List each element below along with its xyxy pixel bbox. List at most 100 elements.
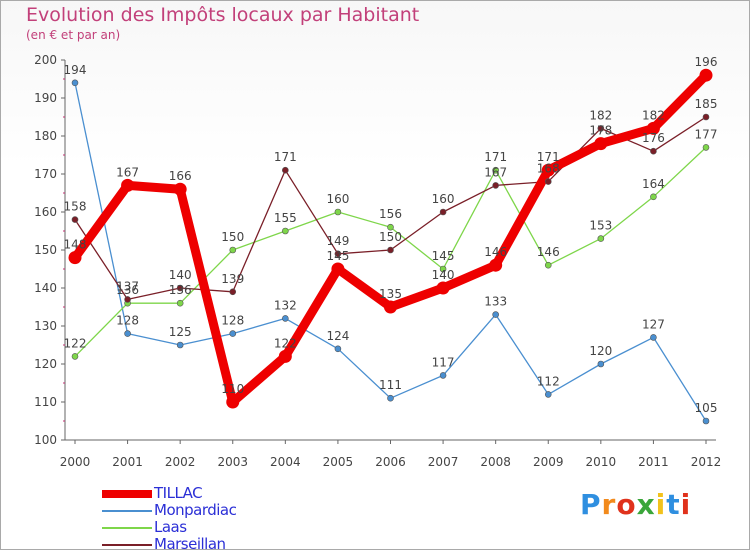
data-point-laas [176,299,184,307]
data-point-marseillan [71,216,79,223]
logo-letter: r [601,488,617,521]
x-tick-label: 2011 [638,455,669,469]
data-point-monpardiac [702,417,710,425]
data-point-monpardiac [650,334,657,341]
data-label-marseillan: 168 [537,162,560,176]
data-label-laas: 160 [326,192,349,206]
data-point-monpardiac [492,311,499,318]
data-point-laas [492,166,499,174]
data-label-monpardiac: 133 [484,295,507,309]
data-label-laas: 136 [116,283,139,297]
data-point-laas [229,246,237,254]
logo-letter: o [616,488,637,521]
data-label-laas: 153 [589,219,612,233]
y-tick-label: 110 [34,395,57,409]
legend: TILLAC Monpardiac Laas Marseillan [102,484,322,553]
data-label-monpardiac: 124 [326,329,349,343]
data-point-monpardiac [282,315,289,322]
data-label-laas: 171 [484,150,507,164]
data-label-monpardiac: 112 [537,374,560,388]
legend-swatch [102,510,152,512]
y-tick-label: 130 [34,319,57,333]
data-point-monpardiac [597,360,605,368]
data-label-laas: 164 [642,177,665,191]
legend-item-tillac: TILLAC [102,484,322,502]
proxiti-logo: Proxiti [580,488,691,521]
data-point-laas [387,223,394,231]
x-tick-label: 2005 [323,455,354,469]
data-point-laas [597,235,605,242]
data-label-monpardiac: 132 [274,298,297,312]
data-point-marseillan [282,166,289,174]
y-tick-label: 100 [34,433,57,447]
data-label-laas: 155 [274,211,297,225]
data-label-tillac: 166 [169,169,192,183]
data-point-laas [282,227,289,235]
data-label-marseillan: 150 [379,230,402,244]
logo-letter: i [680,488,692,521]
data-label-tillac: 167 [116,165,139,179]
data-point-monpardiac [439,372,447,379]
data-point-tillac [331,262,345,276]
data-label-marseillan: 149 [326,234,349,248]
data-label-marseillan: 158 [64,200,87,214]
data-point-marseillan [439,208,447,216]
data-label-tillac: 140 [432,268,455,282]
data-label-laas: 177 [695,127,718,141]
logo-letter: i [655,488,667,521]
data-label-laas: 150 [221,230,244,244]
data-point-marseillan [650,147,657,155]
data-label-monpardiac: 111 [379,378,402,392]
legend-item-monpardiac: Monpardiac [102,501,322,519]
data-label-monpardiac: 117 [432,355,455,369]
data-point-tillac [646,121,660,135]
data-label-marseillan: 171 [274,150,297,164]
x-tick-label: 2009 [533,455,564,469]
data-label-tillac: 171 [537,150,560,164]
data-label-tillac: 182 [642,108,665,122]
data-label-marseillan: 140 [169,268,192,282]
data-point-marseillan [176,284,184,292]
data-label-marseillan: 167 [484,165,507,179]
legend-swatch [102,527,152,529]
data-label-tillac: 110 [221,382,244,396]
data-point-marseillan [334,250,342,258]
legend-label: TILLAC [154,484,203,502]
data-point-monpardiac [544,391,552,398]
data-point-monpardiac [71,79,79,87]
data-point-marseillan [492,182,499,189]
data-point-tillac [68,251,82,265]
data-label-monpardiac: 128 [116,314,139,328]
data-point-tillac [699,68,713,82]
data-point-laas [439,265,447,273]
data-point-marseillan [387,246,394,254]
data-label-monpardiac: 125 [169,325,192,339]
legend-swatch [102,490,152,498]
legend-label: Marseillan [154,535,226,553]
data-point-monpardiac [229,330,237,337]
x-tick-label: 2000 [60,455,91,469]
data-point-laas [702,144,710,151]
data-point-laas [650,193,657,201]
data-label-monpardiac: 194 [64,63,87,77]
data-label-marseillan: 182 [589,108,612,122]
y-tick-label: 120 [34,357,57,371]
data-point-tillac [226,395,240,409]
x-tick-label: 2012 [691,455,722,469]
data-label-tillac: 196 [695,55,718,69]
data-point-laas [71,353,79,360]
data-label-tillac: 148 [64,238,87,252]
data-label-laas: 136 [169,283,192,297]
logo-letter: x [636,488,656,521]
chart-subtitle: (en € et par an) [26,28,121,42]
data-point-laas [544,261,552,269]
logo-letter: P [580,488,602,521]
data-point-tillac [384,300,397,314]
data-label-tillac: 135 [379,287,402,301]
data-label-marseillan: 137 [116,279,139,293]
data-label-monpardiac: 127 [642,317,665,331]
data-label-laas: 146 [537,245,560,259]
data-label-monpardiac: 120 [589,344,612,358]
data-label-marseillan: 176 [642,131,665,145]
legend-label: Laas [154,518,187,536]
